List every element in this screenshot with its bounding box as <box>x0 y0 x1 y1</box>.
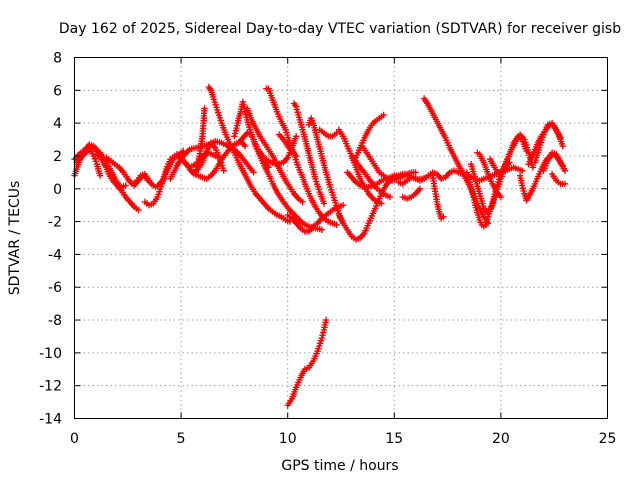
data-point <box>293 152 300 160</box>
data-point <box>192 169 200 176</box>
series-arc-21 <box>290 100 328 207</box>
data-point <box>440 213 447 220</box>
data-point <box>201 105 208 112</box>
data-point <box>220 167 227 174</box>
data-point <box>265 164 272 171</box>
series-arc-40 <box>531 119 564 166</box>
data-point <box>561 167 569 174</box>
data-point <box>299 198 306 206</box>
data-point <box>559 142 566 150</box>
series-arc-25 <box>335 126 385 207</box>
data-point <box>519 185 527 192</box>
data-point <box>92 158 99 165</box>
series-arc-37 <box>487 131 537 178</box>
series-arc-18 <box>263 85 340 229</box>
data-point <box>412 169 419 176</box>
data-point <box>318 226 325 233</box>
y-tick-label: -8 <box>48 313 62 329</box>
data-point <box>293 133 300 140</box>
y-axis-label: SDTVAR / TECUs <box>7 181 23 296</box>
data-point <box>293 103 300 110</box>
y-tick-label: 0 <box>53 182 62 198</box>
data-point <box>497 193 505 201</box>
data-point <box>241 142 249 150</box>
data-point <box>122 182 129 189</box>
series-arc-36 <box>474 149 505 201</box>
series-arc-42 <box>548 170 569 188</box>
x-tick-label: 25 <box>599 431 617 447</box>
x-tick-label: 0 <box>70 431 79 447</box>
series-arc-19 <box>276 131 300 160</box>
data-point <box>561 180 569 188</box>
data-point <box>320 200 328 207</box>
x-tick-label: 20 <box>492 431 510 447</box>
series-arc-27 <box>348 152 394 201</box>
data-point <box>519 167 526 174</box>
series-arc-13 <box>205 83 293 225</box>
series-arc-33 <box>429 172 447 222</box>
x-axis-label: GPS time / hours <box>281 458 398 474</box>
data-point <box>96 172 104 179</box>
chart-title: Day 162 of 2025, Sidereal Day-to-day VTE… <box>59 21 621 37</box>
data-point <box>250 169 257 176</box>
grid <box>74 57 608 419</box>
series-arc-04 <box>92 151 129 191</box>
y-tick-label: -4 <box>48 247 62 263</box>
y-tick-label: -14 <box>39 412 62 428</box>
data-point <box>322 316 330 324</box>
series-arc-12 <box>192 105 208 176</box>
data-point <box>378 200 385 207</box>
x-tick-label: 5 <box>177 431 186 447</box>
data-point <box>529 164 537 171</box>
data-point <box>386 193 394 201</box>
series-arc-41 <box>540 149 569 174</box>
data-point <box>231 133 238 140</box>
y-tick-label: 8 <box>53 51 62 67</box>
y-tick-label: -10 <box>39 346 62 362</box>
data-point <box>135 206 142 214</box>
data-point <box>333 129 340 137</box>
series-arc-20 <box>284 202 347 235</box>
x-tick-label: 15 <box>385 431 403 447</box>
series-arc-16 <box>244 105 306 206</box>
data-point <box>380 111 387 119</box>
series-arc-43 <box>284 316 330 409</box>
data-point <box>557 134 564 142</box>
y-tick-label: -2 <box>48 215 62 231</box>
series-arc-23 <box>316 126 340 140</box>
data-point <box>333 221 340 229</box>
data-series-group <box>71 83 569 409</box>
data-point <box>339 202 347 209</box>
plot-frame <box>74 57 608 419</box>
y-tick-label: 2 <box>53 149 62 165</box>
x-tick-label: 10 <box>279 431 297 447</box>
y-tick-label: -6 <box>48 280 62 296</box>
y-tick-label: -12 <box>39 379 62 395</box>
data-point <box>319 332 326 339</box>
data-point <box>482 221 490 229</box>
series-arc-15 <box>235 129 272 171</box>
y-tick-label: 6 <box>53 83 62 99</box>
series-arc-31 <box>399 185 424 202</box>
y-tick-label: 4 <box>53 116 62 132</box>
data-point <box>416 185 424 192</box>
